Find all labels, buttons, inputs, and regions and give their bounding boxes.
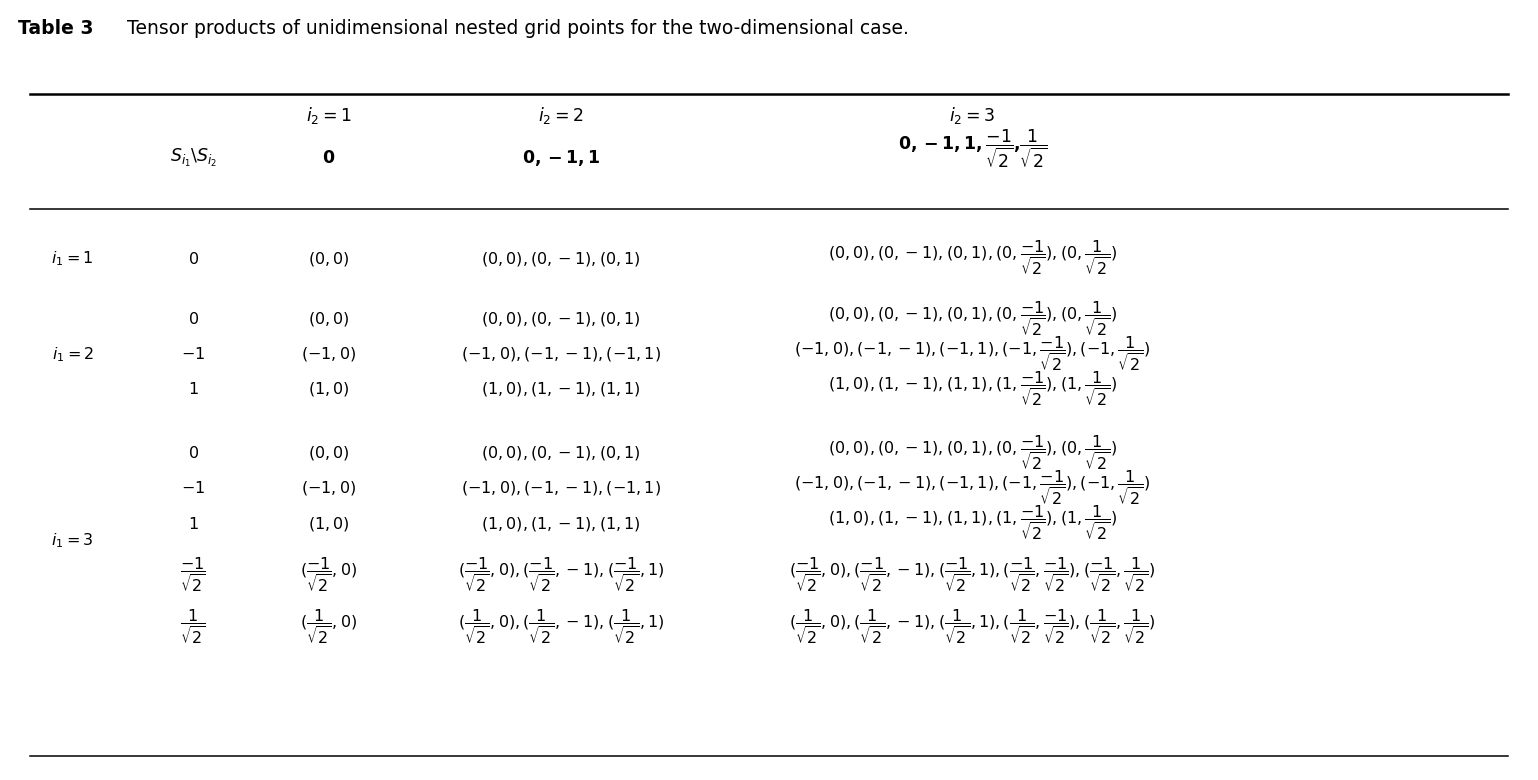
Text: $\mathbf{0,-1,1}$: $\mathbf{0,-1,1}$ — [521, 147, 600, 168]
Text: $(0,0) , (0,-1) , (0,1) , (0,\dfrac{-1}{\sqrt{2}}), (0,\dfrac{1}{\sqrt{2}})$: $(0,0) , (0,-1) , (0,1) , (0,\dfrac{-1}{… — [827, 434, 1117, 473]
Text: $\mathit{i}_2 = 1$: $\mathit{i}_2 = 1$ — [306, 105, 352, 126]
Text: $(0,0) , (0,-1) , (0,1)$: $(0,0) , (0,-1) , (0,1)$ — [481, 445, 641, 463]
Text: $(\dfrac{1}{\sqrt{2}},0)$: $(\dfrac{1}{\sqrt{2}},0)$ — [300, 608, 357, 647]
Text: $0$: $0$ — [188, 251, 198, 267]
Text: $0$: $0$ — [188, 445, 198, 461]
Text: $\mathbf{0}$: $\mathbf{0}$ — [323, 149, 335, 167]
Text: $(\dfrac{-1}{\sqrt{2}},0),(\dfrac{-1}{\sqrt{2}},-1),(\dfrac{-1}{\sqrt{2}},1),(\d: $(\dfrac{-1}{\sqrt{2}},0),(\dfrac{-1}{\s… — [789, 556, 1157, 595]
Text: $\dfrac{1}{\sqrt{2}}$: $\dfrac{1}{\sqrt{2}}$ — [180, 608, 206, 647]
Text: $i_1 = 3$: $i_1 = 3$ — [51, 531, 94, 550]
Text: $\dfrac{-1}{\sqrt{2}}$: $\dfrac{-1}{\sqrt{2}}$ — [180, 556, 206, 595]
Text: $(1,0)$: $(1,0)$ — [308, 381, 349, 399]
Text: Tensor products of unidimensional nested grid points for the two-dimensional cas: Tensor products of unidimensional nested… — [115, 20, 909, 38]
Text: $(-1,0)$: $(-1,0)$ — [301, 480, 357, 498]
Text: $\mathbf{0,-1,1,}\boldsymbol{\dfrac{-1}{\sqrt{2}}}\mathbf{,}\boldsymbol{\dfrac{1: $\mathbf{0,-1,1,}\boldsymbol{\dfrac{-1}{… — [898, 128, 1047, 170]
Text: $(0,0)$: $(0,0)$ — [308, 445, 349, 463]
Text: $(-1,0) , (-1,-1) , (-1,1)$: $(-1,0) , (-1,-1) , (-1,1)$ — [461, 346, 661, 363]
Text: $(0,0) , (0,-1) , (0,1)$: $(0,0) , (0,-1) , (0,1)$ — [481, 250, 641, 268]
Text: $(0,0)$: $(0,0)$ — [308, 310, 349, 328]
Text: $(1,0) , (1,-1) , (1,1) , (1,\dfrac{-1}{\sqrt{2}}), (1,\dfrac{1}{\sqrt{2}})$: $(1,0) , (1,-1) , (1,1) , (1,\dfrac{-1}{… — [827, 370, 1117, 409]
Text: $\mathit{i}_2 = 2$: $\mathit{i}_2 = 2$ — [538, 105, 584, 126]
Text: $i_1 = 2$: $i_1 = 2$ — [52, 345, 94, 363]
Text: $(0,0) , (0,-1) , (0,1) , (0,\dfrac{-1}{\sqrt{2}}), (0,\dfrac{1}{\sqrt{2}})$: $(0,0) , (0,-1) , (0,1) , (0,\dfrac{-1}{… — [827, 300, 1117, 339]
Text: $1$: $1$ — [188, 381, 198, 398]
Text: $(0,0)$: $(0,0)$ — [308, 250, 349, 268]
Text: $(0,0) , (0,-1) , (0,1) , (0,\dfrac{-1}{\sqrt{2}}), (0,\dfrac{1}{\sqrt{2}})$: $(0,0) , (0,-1) , (0,1) , (0,\dfrac{-1}{… — [827, 239, 1117, 278]
Text: $(\dfrac{1}{\sqrt{2}},0),(\dfrac{1}{\sqrt{2}},-1),(\dfrac{1}{\sqrt{2}},1)$: $(\dfrac{1}{\sqrt{2}},0),(\dfrac{1}{\sqr… — [458, 608, 664, 647]
Text: $1$: $1$ — [188, 516, 198, 532]
Text: $(\dfrac{1}{\sqrt{2}},0),(\dfrac{1}{\sqrt{2}},-1),(\dfrac{1}{\sqrt{2}},1),(\dfra: $(\dfrac{1}{\sqrt{2}},0),(\dfrac{1}{\sqr… — [789, 608, 1157, 647]
Text: $\mathit{S}_{i_1}\backslash\mathit{S}_{i_2}$: $\mathit{S}_{i_1}\backslash\mathit{S}_{i… — [169, 147, 217, 168]
Text: $(-1,0) , (-1,-1) , (-1,1) , (-1,\dfrac{-1}{\sqrt{2}}), (-1,\dfrac{1}{\sqrt{2}}): $(-1,0) , (-1,-1) , (-1,1) , (-1,\dfrac{… — [794, 335, 1150, 374]
Text: $0$: $0$ — [188, 311, 198, 327]
Text: $(\dfrac{-1}{\sqrt{2}},0),(\dfrac{-1}{\sqrt{2}},-1),(\dfrac{-1}{\sqrt{2}},1)$: $(\dfrac{-1}{\sqrt{2}},0),(\dfrac{-1}{\s… — [458, 556, 664, 595]
Text: $i_1 = 1$: $i_1 = 1$ — [51, 250, 94, 268]
Text: $(1,0) , (1,-1) , (1,1) , (1,\dfrac{-1}{\sqrt{2}}), (1,\dfrac{1}{\sqrt{2}})$: $(1,0) , (1,-1) , (1,1) , (1,\dfrac{-1}{… — [827, 504, 1117, 543]
Text: $-1$: $-1$ — [181, 346, 205, 362]
Text: Table 3: Table 3 — [18, 20, 94, 38]
Text: $(0,0) , (0,-1) , (0,1)$: $(0,0) , (0,-1) , (0,1)$ — [481, 310, 641, 328]
Text: $(1,0) , (1,-1) , (1,1)$: $(1,0) , (1,-1) , (1,1)$ — [481, 381, 641, 399]
Text: $(-1,0) , (-1,-1) , (-1,1)$: $(-1,0) , (-1,-1) , (-1,1)$ — [461, 480, 661, 498]
Text: $(-1,0) , (-1,-1) , (-1,1) , (-1,\dfrac{-1}{\sqrt{2}}), (-1,\dfrac{1}{\sqrt{2}}): $(-1,0) , (-1,-1) , (-1,1) , (-1,\dfrac{… — [794, 469, 1150, 508]
Text: $(-1,0)$: $(-1,0)$ — [301, 346, 357, 363]
Text: $\mathit{i}_2 = 3$: $\mathit{i}_2 = 3$ — [949, 105, 995, 126]
Text: $-1$: $-1$ — [181, 480, 205, 496]
Text: $(1,0) , (1,-1) , (1,1)$: $(1,0) , (1,-1) , (1,1)$ — [481, 515, 641, 533]
Text: $(1,0)$: $(1,0)$ — [308, 515, 349, 533]
Text: $(\dfrac{-1}{\sqrt{2}},0)$: $(\dfrac{-1}{\sqrt{2}},0)$ — [300, 556, 357, 595]
